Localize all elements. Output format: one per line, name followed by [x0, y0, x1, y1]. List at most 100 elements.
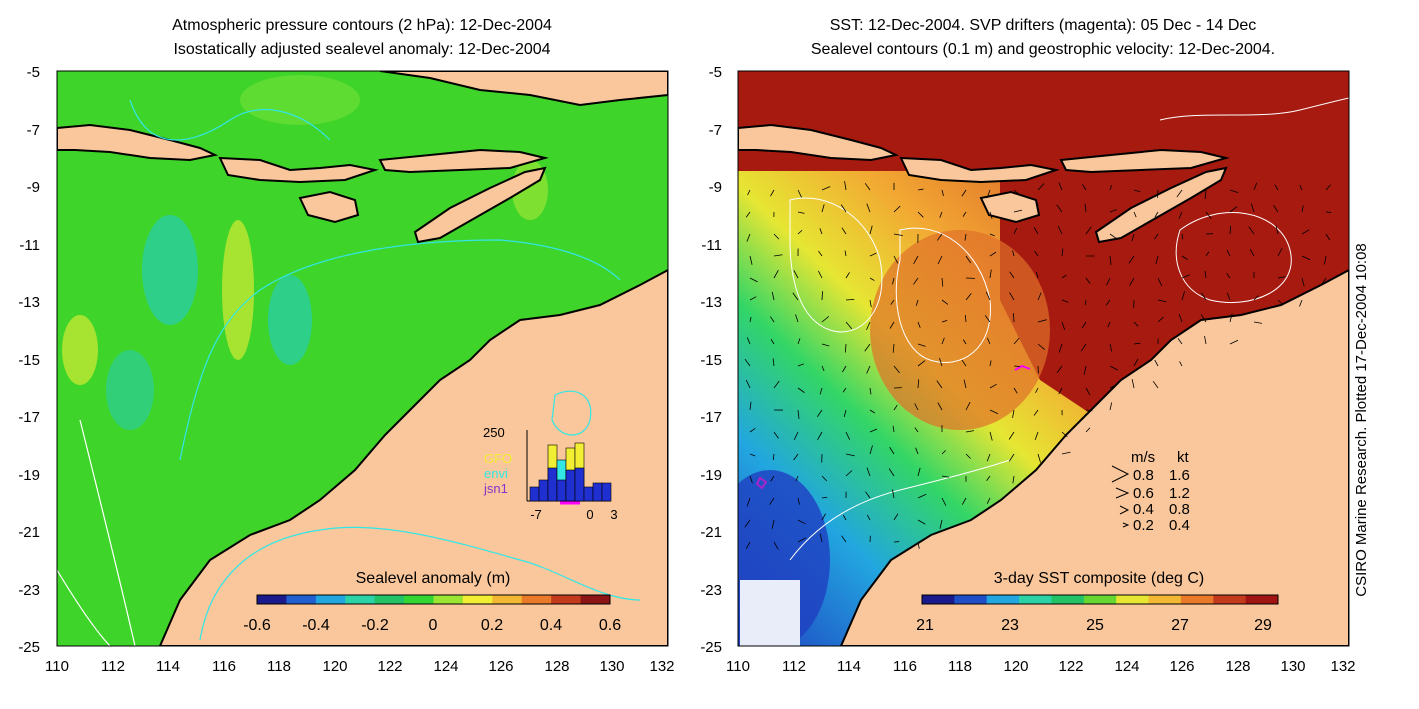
velocity-arrow — [1012, 250, 1015, 257]
velocity-arrow — [941, 277, 944, 287]
right-x-tick-label: 120 — [1003, 658, 1028, 675]
velocity-arrow — [1250, 203, 1255, 213]
velocity-arrow — [1109, 255, 1112, 265]
colorbar-cell — [521, 595, 552, 604]
velocity-arrow — [1083, 365, 1087, 375]
velocity-arrow — [964, 233, 967, 241]
velocity-arrow — [1204, 335, 1207, 345]
velocity-arrow — [1061, 321, 1066, 331]
right-x-tick-label: 114 — [837, 658, 861, 675]
velocity-arrow — [1061, 274, 1067, 279]
inset-bar — [538, 479, 549, 502]
velocity-arrow — [869, 225, 873, 235]
timor-land — [413, 166, 547, 244]
velocity-arrow — [749, 296, 757, 301]
velocity-arrow — [744, 519, 751, 528]
velocity-arrow — [1157, 189, 1159, 198]
velocity-key-ms: 0.6 — [1133, 485, 1154, 502]
left-x-tick-label: 124 — [433, 658, 458, 675]
velocity-arrow — [845, 431, 851, 440]
velocity-arrow — [866, 321, 871, 331]
drifter-track — [1014, 364, 1031, 371]
left-x-tick-label: 128 — [544, 658, 569, 675]
velocity-arrow — [986, 453, 991, 462]
velocity-arrow — [745, 541, 751, 550]
velocity-arrow — [869, 428, 878, 433]
inset-bar — [565, 469, 576, 502]
velocity-arrow — [816, 409, 823, 418]
left-y-tick-label: -7 — [27, 122, 40, 139]
velocity-arrow — [1154, 211, 1159, 218]
velocity-arrow — [939, 357, 943, 367]
java-land — [57, 123, 219, 162]
anomaly-blob — [142, 215, 198, 325]
velocity-arrow — [821, 496, 828, 499]
velocity-arrow — [773, 541, 779, 550]
colorbar-cell — [1148, 595, 1182, 604]
velocity-arrow — [1325, 184, 1331, 191]
velocity-arrow — [1109, 209, 1117, 213]
velocity-arrow — [1085, 427, 1091, 433]
velocity-arrow — [1061, 451, 1071, 455]
velocity-arrow — [1084, 299, 1087, 306]
velocity-arrow — [746, 337, 751, 345]
right-x-axis: 110 112 114 116 118 120 122 124 126 128 … — [726, 658, 1355, 675]
velocity-arrow — [1035, 387, 1039, 393]
velocity-arrow — [989, 269, 992, 279]
velocity-arrow — [840, 204, 847, 213]
velocity-arrow — [1181, 274, 1190, 279]
velocity-arrow — [917, 360, 926, 367]
left-x-tick-label: 130 — [599, 658, 624, 675]
velocity-arrow — [1133, 342, 1141, 345]
velocity-arrow — [1133, 211, 1137, 218]
velocity-arrow — [1205, 211, 1212, 219]
velocity-arrow — [1106, 277, 1111, 286]
velocity-arrow — [1277, 299, 1283, 305]
right-y-tick-label: -23 — [700, 582, 722, 599]
left-x-tick-label: 112 — [101, 658, 125, 675]
velocity-arrow — [917, 541, 920, 549]
velocity-arrow — [1081, 321, 1087, 329]
velocity-arrow — [917, 343, 926, 347]
right-y-tick-label: -21 — [700, 524, 722, 541]
velocity-arrow — [841, 227, 847, 235]
velocity-arrow — [869, 409, 876, 414]
velocity-arrow — [818, 250, 823, 257]
anomaly-blob — [222, 220, 254, 360]
velocity-arrow — [1299, 184, 1303, 191]
left-title-line-1: Atmospheric pressure contours (2 hPa): 1… — [172, 17, 552, 34]
velocity-arrow — [1013, 209, 1023, 213]
cloud-mask — [740, 580, 800, 646]
colorbar-cell — [580, 595, 611, 604]
velocity-arrow — [936, 380, 943, 389]
velocity-key-ms: 0.2 — [1133, 517, 1154, 534]
velocity-arrow — [1131, 233, 1135, 242]
velocity-arrow — [1012, 475, 1015, 484]
java-land — [738, 123, 900, 162]
sealevel-contour — [895, 227, 991, 363]
velocity-arrow — [937, 255, 943, 265]
inset-bar — [574, 467, 585, 502]
right-x-tick-label: 118 — [948, 658, 972, 675]
velocity-arrow — [770, 189, 775, 197]
velocity-arrow — [941, 319, 948, 323]
velocity-arrow — [1301, 277, 1305, 287]
velocity-arrow — [770, 475, 775, 482]
velocity-arrow — [1061, 248, 1064, 257]
velocity-arrow — [985, 291, 991, 301]
velocity-arrow — [749, 255, 753, 265]
velocity-arrow — [939, 519, 943, 529]
velocity-arrow — [1008, 431, 1015, 440]
velocity-arrow — [821, 513, 826, 521]
velocity-arrow — [1248, 226, 1255, 235]
velocity-arrow — [1253, 295, 1259, 301]
velocity-arrow — [1085, 409, 1093, 412]
velocity-arrow — [917, 493, 927, 499]
velocity-arrow — [1157, 316, 1164, 323]
velocity-arrow — [771, 291, 775, 301]
velocity-arrow — [1061, 431, 1068, 438]
velocity-arrow — [984, 315, 991, 323]
velocity-arrow — [1154, 359, 1159, 367]
velocity-arrow — [1009, 271, 1015, 279]
right-x-tick-label: 130 — [1280, 658, 1305, 675]
